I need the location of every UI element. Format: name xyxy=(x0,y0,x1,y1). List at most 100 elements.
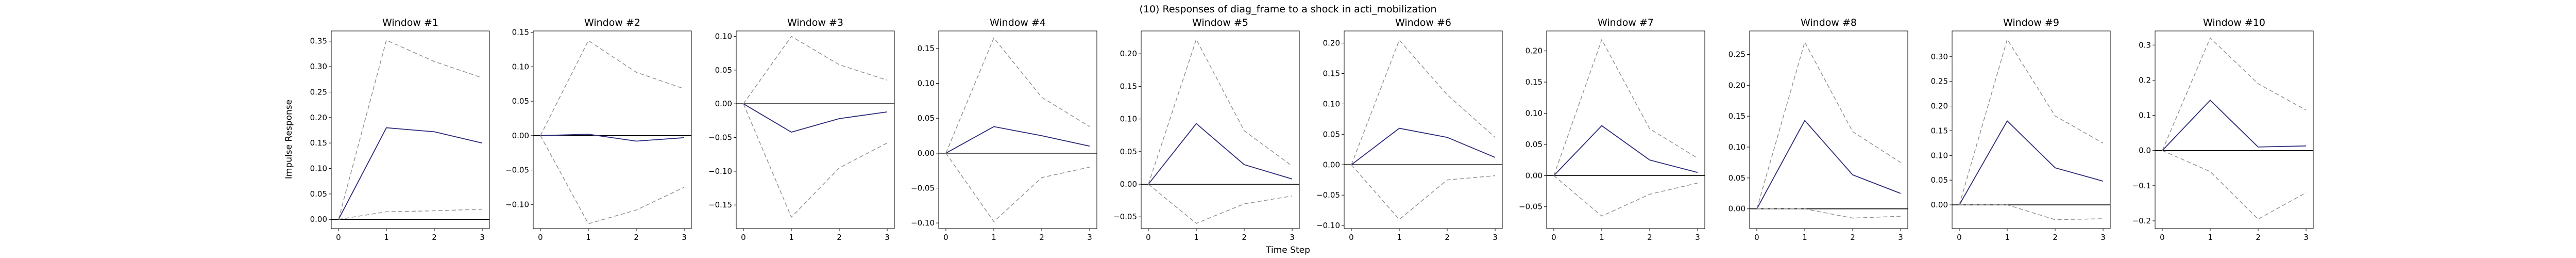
upper-band-line xyxy=(1959,38,2104,205)
figure-ylabel: Impulse Response xyxy=(284,100,294,179)
y-tick-label: 0.00 xyxy=(512,131,529,140)
x-tick-label: 3 xyxy=(1493,233,1498,242)
y-tick-label: 0.00 xyxy=(310,215,327,224)
y-tick-label: 0.00 xyxy=(715,99,732,108)
panel-title: Window #8 xyxy=(1801,17,1857,28)
y-tick-label: 0.05 xyxy=(918,114,935,123)
x-tick-label: 2 xyxy=(837,233,842,242)
y-tick-label: 0.00 xyxy=(1728,204,1745,214)
y-tick-label: −0.05 xyxy=(1113,212,1137,221)
x-tick-label: 0 xyxy=(1551,233,1556,242)
axes-frame xyxy=(1344,30,1503,229)
x-tick-label: 0 xyxy=(741,233,746,242)
upper-band-line xyxy=(1553,39,1698,176)
y-tick-label: −0.10 xyxy=(1316,221,1340,230)
y-tick-label: 0.10 xyxy=(512,62,529,71)
upper-band-line xyxy=(1148,38,1293,185)
y-tick-label: 0.00 xyxy=(1526,171,1543,180)
y-tick-label: −0.10 xyxy=(708,167,732,176)
x-tick-label: 0 xyxy=(1957,233,1962,242)
x-tick-label: 3 xyxy=(480,233,485,242)
y-tick-label: 0.15 xyxy=(1931,126,1948,135)
y-tick-label: 0.00 xyxy=(1931,200,1948,209)
panel-title: Window #3 xyxy=(787,17,843,28)
y-tick-label: 0.15 xyxy=(512,28,529,37)
y-tick-label: 0.10 xyxy=(1323,99,1340,108)
y-tick-label: 0.10 xyxy=(1728,142,1745,152)
panel-window-3: Window #3 0 1 2 3 −0.15 −0.10 −0.05 0.00 0.05 0.10 xyxy=(708,17,895,242)
x-tick-label: 1 xyxy=(1599,233,1604,242)
y-tick-label: 0.10 xyxy=(918,79,935,88)
upper-band-line xyxy=(743,36,888,104)
x-tick-label: 1 xyxy=(2208,233,2213,242)
y-tick-label: −0.10 xyxy=(911,218,935,228)
axes-frame xyxy=(1952,30,2111,229)
response-line xyxy=(338,127,483,220)
x-tick-label: 1 xyxy=(1802,233,1807,242)
panel-window-8: Window #8 0 1 2 3 0.00 0.05 0.10 0.15 0.20 0.25 xyxy=(1728,17,1908,242)
panels: Window #10 1 2 30.000.050.100.150.200.250.3… xyxy=(310,17,2314,242)
x-tick-label: 2 xyxy=(2256,233,2261,242)
axes-frame xyxy=(2155,30,2314,229)
response-line xyxy=(540,134,685,142)
y-tick-label: 0.00 xyxy=(1323,160,1340,169)
x-tick-label: 0 xyxy=(1349,233,1354,242)
y-tick-label: 0.05 xyxy=(715,66,732,75)
y-tick-label: 0.10 xyxy=(1931,151,1948,160)
lower-band-line xyxy=(1351,164,1496,220)
y-tick-label: 0.30 xyxy=(1931,52,1948,61)
panel-window-6: Window #6 0 1 2 3 −0.10 −0.05 0.00 0.05 0.10 0.15 0… xyxy=(1316,17,1503,242)
lower-band-line xyxy=(1148,184,1293,224)
response-line xyxy=(2162,100,2307,151)
response-line xyxy=(1351,127,1496,166)
lower-band-line xyxy=(540,135,685,224)
y-tick-label: 0.10 xyxy=(310,164,327,173)
panel-title: Window #10 xyxy=(2203,17,2265,28)
y-tick-label: −0.10 xyxy=(505,200,529,209)
x-tick-label: 3 xyxy=(1087,233,1092,242)
y-tick-label: 0.00 xyxy=(1120,180,1137,189)
upper-band-line xyxy=(2162,37,2307,151)
y-tick-label: 0.20 xyxy=(1931,102,1948,111)
y-tick-label: 0.20 xyxy=(1728,80,1745,90)
x-tick-label: 2 xyxy=(1242,233,1247,242)
x-tick-label: 2 xyxy=(1445,233,1450,242)
y-tick-label: 0.05 xyxy=(512,96,529,106)
x-tick-label: 3 xyxy=(885,233,890,242)
response-line xyxy=(1553,125,1698,176)
y-tick-label: 0.15 xyxy=(310,138,327,148)
x-tick-label: 2 xyxy=(1039,233,1044,242)
y-tick-label: −0.05 xyxy=(911,184,935,193)
panel-window-7: Window #7 0 1 2 3 −0.05 0.00 0.05 0.10 0.15 0.20 xyxy=(1519,17,1705,242)
panel-title: Window #2 xyxy=(584,17,640,28)
y-tick-label: −0.15 xyxy=(708,200,732,209)
y-tick-label: 0.30 xyxy=(310,62,327,71)
x-tick-label: 3 xyxy=(2303,233,2309,242)
axes-frame xyxy=(533,30,692,229)
panel-title: Window #4 xyxy=(990,17,1046,28)
panel-window-1: Window #1 0 1 2 3 0.00 0.05 0.10 0.15 0.20 0.25 0.3… xyxy=(310,17,490,242)
lower-band-line xyxy=(1553,175,1698,217)
y-tick-label: 0.3 xyxy=(2139,40,2151,50)
y-tick-label: 0.10 xyxy=(715,31,732,41)
axes-frame xyxy=(736,30,895,229)
x-tick-label: 3 xyxy=(2100,233,2106,242)
y-tick-label: 0.25 xyxy=(1728,50,1745,59)
x-tick-label: 2 xyxy=(1647,233,1652,242)
x-tick-label: 0 xyxy=(336,233,341,242)
x-tick-label: 0 xyxy=(538,233,543,242)
y-tick-label: 0.15 xyxy=(918,44,935,53)
panel-title: Window #5 xyxy=(1192,17,1248,28)
x-tick-label: 1 xyxy=(384,233,389,242)
lower-band-line xyxy=(338,208,483,220)
y-tick-label: 0.05 xyxy=(1728,173,1745,183)
panel-title: Window #7 xyxy=(1598,17,1654,28)
y-tick-label: 0.2 xyxy=(2139,75,2151,85)
y-tick-label: 0.0 xyxy=(2139,146,2151,155)
upper-band-line xyxy=(1351,39,1496,165)
lower-band-line xyxy=(945,153,1090,222)
panel-window-4: Window #4 0 1 2 3 −0.10 −0.05 0.00 0.05 0.10 0.15 xyxy=(911,17,1097,242)
upper-band-line xyxy=(338,39,483,220)
axes-frame xyxy=(1749,30,1908,229)
